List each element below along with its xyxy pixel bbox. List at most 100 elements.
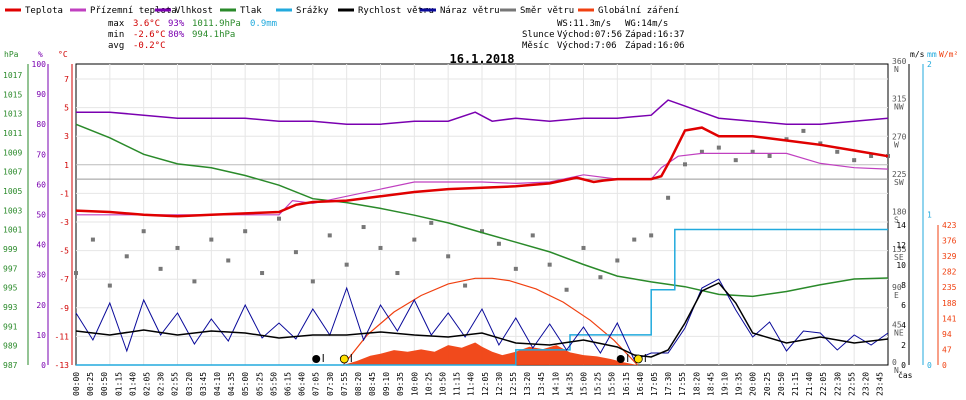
x-tick-5: 02:05 — [142, 372, 151, 396]
tick-direction-label-2: E — [894, 291, 899, 300]
wind-dir-point — [260, 271, 265, 276]
tick-direction-label-3: SE — [894, 253, 904, 262]
x-tick-20: 08:20 — [354, 372, 363, 396]
x-tick-0: 00:00 — [72, 372, 81, 396]
humidity-line — [76, 99, 889, 125]
x-tick-4: 01:40 — [128, 372, 137, 396]
tick-radiation-7: 329 — [942, 252, 957, 261]
tick-radiation-4: 188 — [942, 299, 957, 308]
wind-dir-point — [852, 158, 857, 163]
tick-direction-1: 45 — [892, 320, 902, 329]
wind-dir-point — [649, 233, 654, 238]
wind-dir-point — [293, 250, 298, 255]
x-tick-37: 15:25 — [594, 372, 603, 396]
tick-pressure-11: 1009 — [3, 148, 22, 157]
wind-dir-point — [429, 220, 434, 225]
clear-sky-radiation-line — [342, 277, 639, 366]
wind-dir-point — [699, 149, 704, 154]
sunrise-text: Východ:07:56 — [557, 30, 622, 40]
tick-direction-0: 0 — [892, 358, 897, 367]
x-tick-21: 08:45 — [368, 372, 377, 396]
unit-ms: m/s — [910, 50, 925, 59]
x-tick-33: 13:45 — [537, 372, 546, 396]
x-tick-39: 16:15 — [622, 372, 631, 396]
wind-dir-point — [581, 245, 586, 250]
tick-humidity-1: 10 — [36, 331, 46, 340]
wind-dir-point — [480, 229, 484, 234]
tick-humidity-6: 60 — [36, 180, 46, 189]
wind-dir-point — [175, 245, 180, 250]
wind-dir-point — [463, 283, 468, 288]
wind-dir-point — [530, 233, 535, 238]
tick-temperature-4: -5 — [59, 247, 69, 256]
wind-dir-point — [327, 233, 332, 238]
x-tick-40: 16:40 — [636, 372, 645, 396]
x-tick-23: 09:35 — [396, 372, 405, 396]
wind-dir-point — [835, 149, 840, 154]
stats-min-press: 994.1hPa — [192, 30, 235, 40]
wind-dir-point — [395, 271, 400, 276]
tick-humidity-4: 40 — [36, 241, 46, 250]
tick-pressure-8: 1003 — [3, 206, 22, 215]
x-tick-16: 06:40 — [298, 372, 307, 396]
x-tick-34: 14:10 — [551, 372, 560, 396]
x-tick-10: 04:10 — [213, 372, 222, 396]
x-tick-28: 11:40 — [467, 372, 476, 396]
tick-wind-2: 4 — [901, 321, 906, 330]
x-tick-14: 05:50 — [269, 372, 278, 396]
legend-label-1: Přízemní teplota — [90, 6, 177, 16]
unit-pct: % — [38, 50, 43, 59]
legend-label-4: Srážky — [296, 6, 329, 16]
tick-direction-label-6: W — [894, 140, 899, 149]
stats-min-temp: -2.6°C — [133, 30, 166, 40]
temperature-line — [75, 126, 889, 218]
stats-max-hum: 93% — [168, 19, 185, 29]
tick-pressure-4: 995 — [3, 284, 18, 293]
wind-dir-point — [277, 216, 281, 221]
wind-dir-point — [107, 283, 112, 288]
tick-direction-7: 315 — [892, 95, 907, 104]
tick-pressure-1: 989 — [3, 342, 18, 351]
x-tick-31: 12:55 — [509, 372, 518, 396]
x-tick-42: 17:30 — [664, 372, 673, 396]
wind-dir-point — [733, 158, 738, 163]
tick-direction-label-8: N — [894, 65, 899, 74]
x-tick-52: 21:40 — [805, 372, 814, 396]
tick-pressure-14: 1015 — [3, 90, 22, 99]
tick-temperature-0: -13 — [55, 361, 70, 370]
tick-temperature-2: -9 — [59, 304, 69, 313]
series-layer — [74, 99, 890, 366]
tick-pressure-6: 999 — [3, 245, 18, 254]
tick-temperature-7: 1 — [64, 161, 69, 170]
stats-avg-label: avg — [108, 41, 124, 51]
tick-rain-0: 0 — [927, 361, 932, 370]
tick-radiation-3: 141 — [942, 314, 957, 323]
tick-radiation-9: 423 — [942, 221, 957, 230]
tick-pressure-7: 1001 — [3, 226, 22, 235]
tick-rain-1: 1 — [927, 211, 932, 220]
sun-moon-info: WS:11.3m/s WG:14m/s Slunce Východ:07:56 … — [522, 19, 685, 51]
x-tick-51: 21:15 — [791, 372, 800, 396]
unit-wm2: W/m² — [939, 50, 958, 59]
x-tick-41: 17:05 — [650, 372, 659, 396]
x-tick-2: 00:50 — [100, 372, 109, 396]
x-tick-46: 19:10 — [720, 372, 729, 396]
x-tick-45: 18:45 — [706, 372, 715, 396]
tick-temperature-5: -3 — [59, 218, 69, 227]
stats-min-label: min — [108, 30, 124, 40]
x-tick-27: 11:15 — [453, 372, 462, 396]
tick-humidity-5: 50 — [36, 211, 46, 220]
x-tick-57: 23:45 — [876, 372, 885, 396]
tick-wind-0: 0 — [901, 361, 906, 370]
wind-dir-point — [564, 287, 569, 292]
x-tick-49: 20:25 — [763, 372, 772, 396]
x-tick-8: 03:20 — [185, 372, 194, 396]
sunset-icon — [633, 354, 643, 364]
wind-dir-point — [344, 262, 349, 267]
tick-humidity-8: 80 — [36, 120, 46, 129]
tick-direction-label-1: NE — [894, 328, 904, 337]
x-tick-12: 05:00 — [241, 372, 250, 396]
x-tick-43: 17:55 — [678, 372, 687, 396]
